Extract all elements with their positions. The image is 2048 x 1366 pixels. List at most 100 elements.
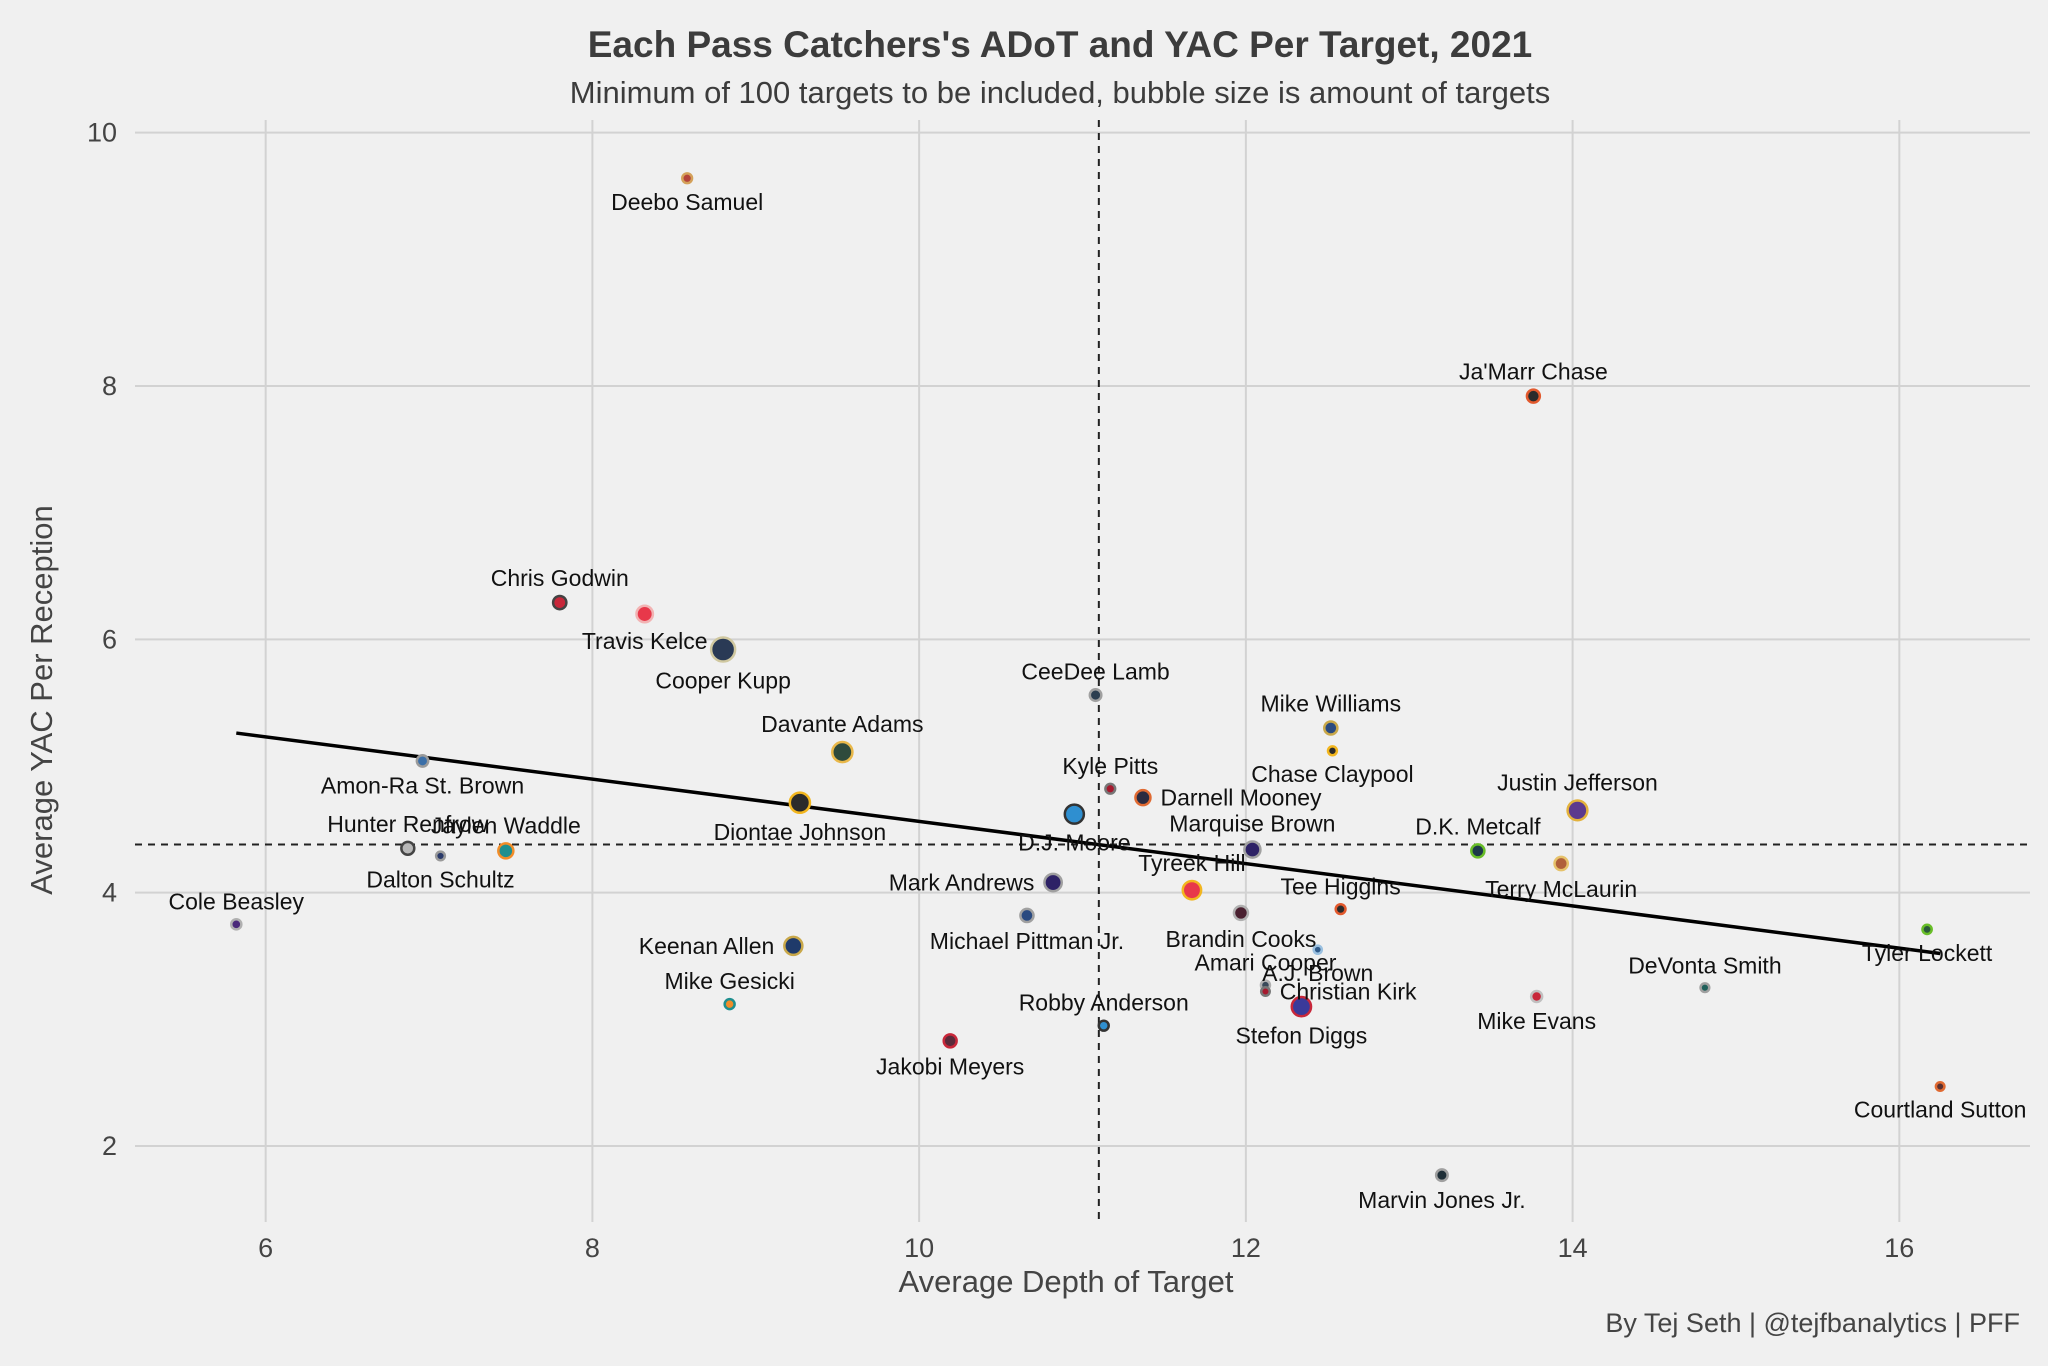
data-point [788,791,812,815]
y-tick-label: 6 [102,624,117,654]
point-label: Keenan Allen [639,933,775,959]
point-label: Ja'Marr Chase [1459,359,1608,385]
grid-lines [135,120,2030,1222]
point-label: Diontae Johnson [714,819,887,845]
point-labels: Deebo Samuel Ja'Marr Chase Chris Godwin Tra… [169,189,2027,1213]
data-point [1566,799,1589,822]
data-point [1097,1019,1110,1032]
point-label: Justin Jefferson [1497,769,1658,795]
point-label: CeeDee Lamb [1021,658,1169,684]
data-point [415,754,430,768]
data-point [1290,995,1313,1018]
data-point [551,594,568,611]
y-tick-label: 4 [102,878,117,908]
data-point [1104,782,1117,795]
data-point [1334,903,1347,916]
data-point [1326,745,1339,757]
point-label: Marvin Jones Jr. [1358,1187,1525,1213]
data-points [229,172,1946,1183]
point-label: Chris Godwin [491,565,629,591]
chart-title: Each Pass Catchers's ADoT and YAC Per Ta… [588,24,1533,65]
x-tick-label: 6 [258,1233,273,1263]
point-label: Courtland Sutton [1854,1097,2027,1123]
point-label: Tyler Lockett [1862,940,1993,966]
data-point [1934,1080,1946,1092]
data-point [1063,803,1086,825]
data-point [1525,388,1542,404]
point-label: D.K. Metcalf [1415,813,1541,839]
data-point [723,997,736,1011]
point-label: Robby Anderson [1019,990,1189,1016]
data-point [497,842,515,860]
data-point [1043,872,1064,893]
x-tick-label: 16 [1884,1233,1914,1263]
point-label: Marquise Brown [1169,811,1335,837]
point-label: Davante Adams [761,711,923,737]
data-point [400,840,416,857]
trend-line-group [236,731,1941,956]
y-tick-label: 8 [102,371,117,401]
data-point [1434,1168,1449,1183]
data-point [681,172,694,185]
point-label: Darnell Mooney [1160,785,1322,811]
point-label: Amari Cooper [1195,950,1337,976]
x-axis-label: Average Depth of Target [899,1264,1234,1299]
point-label: Christian Kirk [1280,978,1417,1004]
credit-text: By Tej Seth | @tejfbanalytics | PFF [1605,1308,2020,1338]
data-point [1243,840,1262,859]
data-point [434,850,447,862]
point-label: Dalton Schultz [366,866,514,892]
point-label: Deebo Samuel [611,189,763,215]
data-point [1921,923,1933,936]
data-point [635,604,655,624]
point-label: Amon-Ra St. Brown [321,773,524,799]
point-label: Mike Gesicki [664,968,794,994]
data-point [783,935,804,957]
data-point [229,918,243,931]
point-label: DeVonta Smith [1628,952,1781,978]
chart-subtitle: Minimum of 100 targets to be included, b… [570,75,1550,110]
data-point [1019,907,1035,924]
point-label: Tee Higgins [1281,873,1401,899]
point-label: Tyreek Hill [1138,850,1245,876]
x-tick-label: 10 [904,1233,934,1263]
data-point [1323,720,1339,736]
trend-line [236,731,1941,956]
point-label: D.J. Moore [1018,830,1130,856]
data-point [1312,944,1324,956]
point-label: Stefon Diggs [1236,1022,1368,1048]
point-label: Mike Williams [1261,690,1402,716]
x-tick-label: 8 [585,1233,600,1263]
point-label: A.J. Brown [1262,960,1373,986]
point-label: Travis Kelce [582,628,708,654]
axis-ticks: 6 8 10 12 14 16 2 4 6 8 10 [87,118,1914,1263]
data-point [1529,989,1544,1004]
point-label: Mark Andrews [889,870,1035,896]
point-label: Jakobi Meyers [876,1053,1024,1079]
point-label: Chase Claypool [1251,761,1413,787]
data-point [1553,855,1570,872]
data-point [1134,788,1152,807]
point-label: Mike Evans [1477,1008,1596,1034]
data-point [1232,904,1250,922]
data-point [1088,688,1103,703]
data-point [1470,843,1486,859]
x-tick-label: 14 [1558,1233,1588,1263]
x-tick-label: 12 [1231,1233,1261,1263]
point-label: Kyle Pitts [1062,753,1158,779]
data-point [1259,985,1271,997]
point-label: Cooper Kupp [655,667,791,693]
y-tick-label: 10 [87,118,117,148]
data-point [1181,879,1203,901]
point-label: Michael Pittman Jr. [930,928,1124,954]
y-tick-label: 2 [102,1131,117,1161]
data-point [831,740,854,764]
point-label: Brandin Cooks [1166,926,1317,952]
data-point [942,1033,958,1049]
point-label: Cole Beasley [169,888,305,914]
data-point [709,636,737,663]
data-point [1699,982,1711,994]
point-label: Hunter Renfrow [327,811,488,837]
y-axis-label: Average YAC Per Reception [24,505,59,894]
